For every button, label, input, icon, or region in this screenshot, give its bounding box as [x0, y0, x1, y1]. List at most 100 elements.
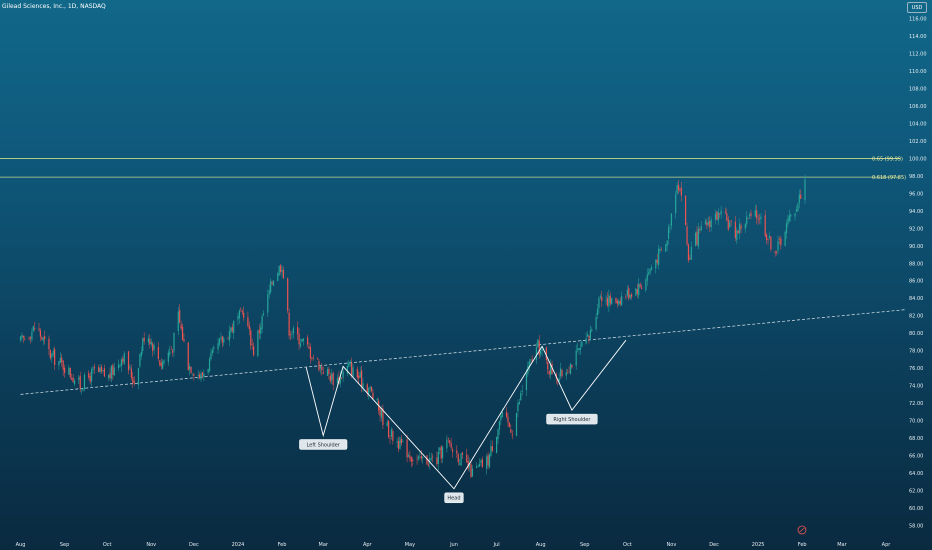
candle-up — [169, 351, 171, 355]
neckline-trendline[interactable] — [20, 309, 906, 395]
candle-up — [302, 338, 304, 341]
axis-group: 116.00 114.00 112.00 110.00 108.00 106.00 104.… — [16, 17, 927, 549]
x-tick-label: Feb — [798, 542, 807, 548]
candle-up — [777, 241, 779, 251]
y-tick-label: 102.00 — [909, 139, 927, 145]
candle-up — [369, 386, 371, 389]
candle-down — [251, 344, 253, 345]
candle-down — [400, 439, 402, 444]
y-tick-label: 100.00 — [909, 156, 927, 162]
candle-down — [308, 346, 310, 349]
candle-down — [312, 357, 314, 359]
candle-down — [159, 360, 161, 365]
candle-down — [561, 369, 563, 377]
candle-down — [103, 368, 105, 377]
candle-down — [39, 330, 42, 337]
candle-down — [112, 364, 114, 375]
candle-up — [480, 460, 482, 463]
candle-down — [54, 348, 56, 365]
candle-down — [250, 330, 252, 346]
candle-up — [748, 214, 751, 217]
candle-up — [700, 225, 702, 231]
annotation-group: Left Shoulder Head Right Shoulder — [299, 413, 598, 504]
candle-down — [511, 434, 513, 436]
candle-up — [102, 370, 104, 371]
candle-up — [167, 352, 169, 362]
candle-up — [162, 361, 164, 369]
candle-down — [487, 455, 489, 466]
candle-down — [440, 446, 442, 459]
y-tick-label: 68.00 — [909, 436, 923, 442]
candle-up — [675, 194, 677, 213]
candle-down — [466, 454, 468, 463]
candle-up — [177, 311, 179, 331]
candle-up — [638, 283, 640, 296]
candle-down — [41, 336, 43, 340]
candle-up — [173, 332, 175, 352]
head-shoulders-pattern[interactable] — [305, 339, 627, 490]
candle-up — [670, 213, 673, 226]
candle-down — [132, 377, 134, 383]
candle-down — [724, 211, 727, 213]
candle-up — [268, 290, 270, 294]
y-tick-label: 90.00 — [909, 244, 923, 250]
candle-down — [679, 189, 681, 190]
annotation-box[interactable] — [444, 492, 464, 504]
candle-down — [372, 392, 374, 399]
candle-down — [201, 372, 204, 376]
candle-down — [588, 335, 590, 339]
candle-up — [497, 429, 499, 440]
candle-down — [685, 195, 687, 225]
y-tick-label: 72.00 — [909, 401, 923, 407]
candle-up — [233, 320, 235, 334]
x-tick-label: Feb — [278, 542, 287, 548]
annotation-box[interactable] — [546, 413, 598, 425]
candle-up — [200, 373, 202, 380]
candle-up — [399, 437, 401, 449]
candle-down — [62, 360, 64, 370]
event-flag-icon[interactable] — [797, 525, 807, 535]
candle-down — [737, 230, 739, 234]
candle-down — [457, 453, 459, 463]
candle-up — [754, 210, 756, 217]
candle-down — [72, 377, 74, 383]
y-tick-label: 94.00 — [909, 209, 923, 215]
annotation-box[interactable] — [299, 439, 348, 450]
candle-up — [585, 338, 587, 344]
candle-up — [301, 339, 303, 342]
candle-up — [220, 337, 222, 339]
candle-down — [505, 412, 508, 417]
candle-up — [368, 388, 370, 394]
candle-up — [437, 451, 439, 464]
x-tick-label: Aug — [16, 542, 26, 548]
candle-down — [288, 312, 290, 336]
candle-up — [278, 265, 280, 276]
candle-up — [376, 398, 378, 401]
candle-down — [69, 367, 71, 378]
candle-up — [535, 347, 537, 361]
candle-down — [130, 368, 132, 378]
chart-title: Gilead Sciences, Inc., 1D, NASDAQ — [2, 3, 106, 10]
candles-group — [19, 174, 806, 479]
candle-up — [729, 222, 731, 228]
candle-up — [525, 373, 528, 390]
candle-up — [575, 350, 577, 366]
candle-up — [189, 365, 191, 370]
candle-down — [545, 347, 547, 361]
candle-down — [187, 342, 189, 370]
candle-up — [669, 226, 671, 228]
candle-down — [193, 374, 195, 376]
candle-up — [262, 313, 265, 315]
candle-up — [137, 368, 140, 386]
candle-up — [52, 350, 54, 356]
candle-down — [631, 294, 633, 297]
candle-down — [271, 282, 273, 285]
candle-down — [356, 368, 358, 378]
candle-down — [508, 422, 510, 428]
candle-down — [282, 270, 285, 279]
candle-up — [31, 331, 33, 340]
candle-up — [471, 468, 474, 477]
currency-button[interactable]: USD — [907, 2, 927, 13]
y-tick-label: 86.00 — [909, 279, 923, 285]
